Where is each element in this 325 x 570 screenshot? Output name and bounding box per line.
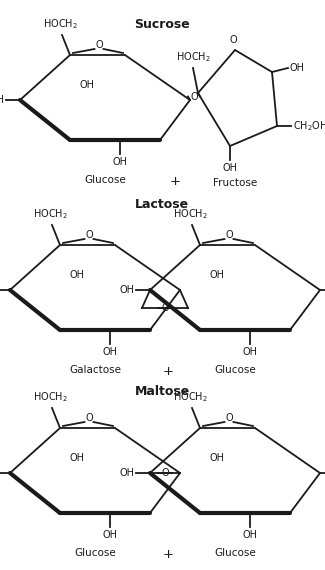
Text: +: +	[162, 365, 174, 378]
Text: O: O	[86, 230, 93, 240]
Text: OH: OH	[102, 530, 118, 540]
Text: OH: OH	[210, 453, 225, 463]
Text: Galactose: Galactose	[69, 365, 121, 375]
Text: Lactose: Lactose	[135, 198, 189, 211]
Text: O: O	[86, 413, 93, 423]
Text: HOCH$_2$: HOCH$_2$	[173, 207, 207, 221]
Text: O: O	[229, 35, 237, 45]
Text: OH: OH	[210, 270, 225, 280]
Text: HOCH$_2$: HOCH$_2$	[173, 390, 207, 404]
Text: OH: OH	[242, 347, 257, 357]
Text: O: O	[161, 468, 169, 478]
Text: Glucose: Glucose	[84, 175, 126, 185]
Text: Maltose: Maltose	[134, 385, 189, 398]
Text: OH: OH	[70, 453, 84, 463]
Text: Glucose: Glucose	[214, 548, 256, 558]
Text: HOCH$_2$: HOCH$_2$	[32, 390, 67, 404]
Text: HOCH$_2$: HOCH$_2$	[43, 17, 77, 31]
Text: OH: OH	[80, 80, 95, 90]
Text: OH: OH	[242, 530, 257, 540]
Text: O: O	[96, 40, 103, 50]
Text: OH: OH	[223, 163, 238, 173]
Text: Fructose: Fructose	[213, 178, 257, 188]
Text: OH: OH	[0, 95, 4, 105]
Text: +: +	[162, 548, 174, 561]
Text: Sucrose: Sucrose	[134, 18, 190, 31]
Text: O: O	[226, 230, 233, 240]
Text: O: O	[161, 303, 169, 313]
Text: O: O	[226, 413, 233, 423]
Text: HOCH$_2$: HOCH$_2$	[32, 207, 67, 221]
Text: OH: OH	[290, 63, 305, 73]
Text: OH: OH	[70, 270, 84, 280]
Text: HOCH$_2$: HOCH$_2$	[176, 50, 210, 64]
Text: +: +	[170, 175, 180, 188]
Text: Glucose: Glucose	[74, 548, 116, 558]
Text: Glucose: Glucose	[214, 365, 256, 375]
Text: O: O	[190, 92, 198, 101]
Text: OH: OH	[112, 157, 127, 167]
Text: OH: OH	[102, 347, 118, 357]
Text: OH: OH	[119, 285, 134, 295]
Text: CH$_2$OH: CH$_2$OH	[293, 119, 325, 133]
Text: OH: OH	[119, 468, 134, 478]
